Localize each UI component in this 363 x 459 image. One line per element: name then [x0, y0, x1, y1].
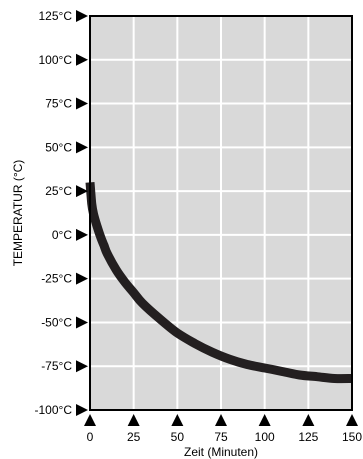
y-tick-marker: [76, 53, 88, 66]
y-tick-label: -100°C: [35, 403, 73, 417]
x-axis-title: Zeit (Minuten): [184, 445, 258, 459]
x-tick-marker: [258, 414, 271, 426]
y-tick-label: 25°C: [45, 184, 72, 198]
y-tick-marker: [76, 97, 88, 110]
gridlines: [90, 16, 352, 410]
x-tick-label: 50: [171, 430, 185, 444]
y-tick-label: 125°C: [39, 9, 73, 23]
plot-frame: [89, 15, 353, 411]
y-tick-label: 50°C: [45, 140, 72, 154]
y-tick-marker: [76, 360, 88, 373]
x-tick-label: 0: [87, 430, 94, 444]
x-tick-marker: [127, 414, 140, 426]
y-tick-marker: [76, 228, 88, 241]
y-tick-label: -25°C: [41, 272, 72, 286]
x-tick-marker: [346, 414, 358, 426]
y-tick-marker: [76, 185, 88, 198]
y-axis-title: TEMPERATUR (°C): [11, 160, 25, 267]
y-tick-label: 75°C: [45, 97, 72, 111]
x-tick-label: 125: [298, 430, 318, 444]
y-axis-ticks: 125°C 100°C 75°C 50°C 25°C 0°C -25°C -50°C -75°C…: [35, 9, 88, 417]
y-tick-marker: [76, 272, 88, 285]
y-tick-label: 0°C: [52, 228, 72, 242]
x-tick-label: 100: [255, 430, 275, 444]
y-tick-marker: [76, 141, 88, 154]
x-tick-marker: [84, 414, 96, 426]
y-tick-marker: [76, 404, 88, 416]
x-tick-marker: [302, 414, 315, 426]
y-tick-label: -50°C: [41, 315, 72, 329]
y-tick-marker: [76, 10, 88, 22]
y-tick-label: 100°C: [39, 53, 73, 67]
x-tick-marker: [215, 414, 227, 426]
x-tick-label: 150: [342, 430, 362, 444]
series-line: [85, 182, 353, 384]
y-tick-label: -75°C: [41, 359, 72, 373]
x-tick-label: 25: [127, 430, 141, 444]
y-tick-marker: [76, 316, 88, 329]
x-tick-marker: [171, 414, 184, 426]
x-axis-ticks: 0 25 50 75 100 125 150: [84, 414, 362, 444]
x-tick-label: 75: [214, 430, 228, 444]
